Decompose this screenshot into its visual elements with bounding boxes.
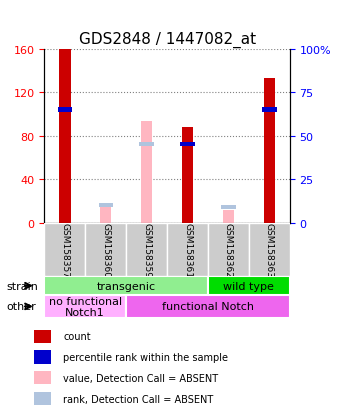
Text: GSM158362: GSM158362 [224,223,233,277]
FancyBboxPatch shape [249,223,290,277]
FancyBboxPatch shape [126,295,290,318]
Bar [34,330,51,343]
Text: GSM158363: GSM158363 [265,223,274,277]
Bar [223,210,234,223]
Bar [262,108,277,112]
Bar [139,143,154,147]
Text: functional Notch: functional Notch [162,301,254,312]
Bar [182,128,193,223]
Text: GSM158359: GSM158359 [142,223,151,277]
Bar [99,204,113,208]
Bar [34,351,51,364]
FancyBboxPatch shape [44,277,208,295]
Text: GSM158360: GSM158360 [101,223,110,277]
Bar [141,122,152,223]
Bar [34,392,51,405]
Text: value, Detection Call = ABSENT: value, Detection Call = ABSENT [63,373,218,383]
FancyBboxPatch shape [44,295,126,318]
Text: count: count [63,332,91,342]
Text: no functional
Notch1: no functional Notch1 [49,296,122,318]
Bar [221,205,236,209]
Text: strain: strain [7,281,39,291]
FancyBboxPatch shape [44,223,85,277]
Bar [59,50,71,223]
FancyBboxPatch shape [85,223,126,277]
Text: transgenic: transgenic [97,281,156,291]
Text: wild type: wild type [223,281,275,291]
Bar [100,207,112,223]
Text: GSM158361: GSM158361 [183,223,192,277]
FancyBboxPatch shape [167,223,208,277]
Bar [34,371,51,385]
FancyBboxPatch shape [208,223,249,277]
Bar [180,143,195,147]
FancyBboxPatch shape [126,223,167,277]
Bar [58,108,72,112]
Text: percentile rank within the sample: percentile rank within the sample [63,352,228,362]
Bar [264,79,275,223]
Text: other: other [7,301,36,312]
Title: GDS2848 / 1447082_at: GDS2848 / 1447082_at [78,32,256,48]
FancyBboxPatch shape [208,277,290,295]
Text: GSM158357: GSM158357 [60,223,69,277]
Text: rank, Detection Call = ABSENT: rank, Detection Call = ABSENT [63,394,213,404]
